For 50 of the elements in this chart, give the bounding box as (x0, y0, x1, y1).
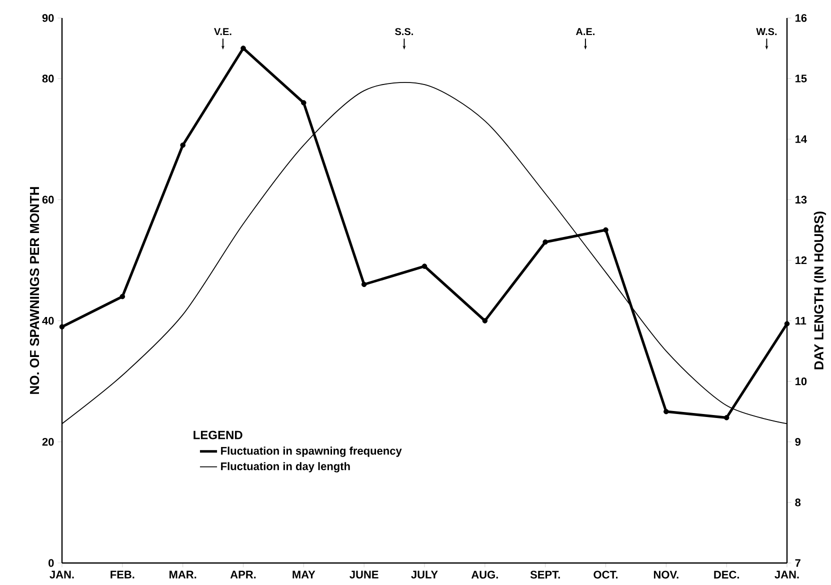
point (422, 264, 428, 269)
x-tick-label: JAN. (50, 570, 74, 578)
y-tick-label: 20 (42, 438, 54, 446)
y2-tick-label: 10 (795, 377, 807, 386)
x-tick-label: JUNE (350, 570, 378, 578)
legend-title: LEGEND (194, 430, 242, 440)
y2-tick-label: 7 (795, 559, 800, 567)
point (724, 415, 730, 420)
x-tick-label: MAR. (170, 570, 196, 578)
annotation: V.E. (214, 28, 232, 36)
x-tick-label: AUG. (471, 570, 498, 579)
point (120, 294, 126, 300)
x-tick-label: APR. (230, 570, 256, 578)
y2-axis-title: DAY LENGTH (IN HOURS) (814, 212, 826, 370)
x-tick-label: JAN. (774, 570, 799, 578)
y2-tick-label: 15 (795, 74, 807, 82)
legend-label: Fluctuation in spawning frequency (221, 446, 402, 457)
y2-tick-label: 9 (795, 438, 801, 446)
y-tick-label: 40 (42, 316, 54, 325)
y2-tick-label: 16 (795, 14, 807, 22)
annotation: W.S. (756, 28, 777, 36)
point (240, 46, 246, 51)
annotation: S.S. (395, 28, 413, 36)
y2-tick-label: 13 (795, 196, 807, 204)
legend-label: Fluctuation in day length (221, 462, 350, 472)
point (482, 318, 488, 324)
y-tick-label: 80 (42, 74, 54, 82)
point (664, 408, 669, 414)
y-tick-label: 60 (42, 196, 54, 204)
point (180, 142, 186, 148)
y2-tick-label: 14 (795, 135, 807, 143)
y-tick-label: 90 (42, 14, 54, 22)
y2-tick-label: 12 (795, 256, 807, 264)
y2-tick-label: 11 (795, 316, 806, 325)
x-tick-label: OCT. (594, 570, 618, 579)
point (361, 282, 367, 288)
x-tick-label: DEC. (714, 570, 739, 579)
x-tick-label: MAY (292, 570, 316, 578)
point (542, 239, 548, 245)
point (59, 324, 65, 330)
x-tick-label: NOV. (654, 570, 678, 579)
y-tick-label: 0 (48, 559, 54, 567)
y2-tick-label: 8 (795, 498, 801, 506)
annotation: A.E. (576, 28, 594, 36)
x-tick-label: FEB. (110, 570, 134, 578)
x-tick-label: JULY (411, 570, 438, 578)
point (603, 227, 608, 233)
x-tick-label: SEPT. (530, 570, 560, 579)
point (301, 100, 306, 106)
y-axis-title: NO. OF SPAWNINGS PER MONTH (30, 187, 40, 394)
